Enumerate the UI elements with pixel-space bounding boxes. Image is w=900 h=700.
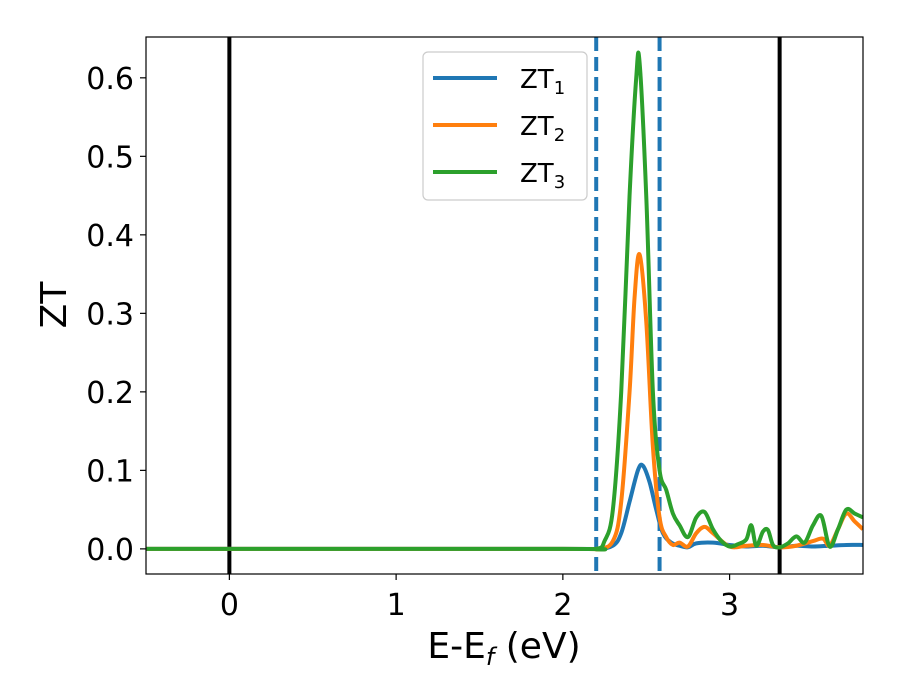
series-lines xyxy=(146,50,863,552)
y-tick-label: 0.6 xyxy=(86,62,134,97)
y-axis-title: ZT xyxy=(34,281,75,329)
x-tick-label: 3 xyxy=(720,588,739,623)
plot-frame xyxy=(145,36,864,575)
y-tick-label: 0.0 xyxy=(86,533,134,568)
legend: ZT1 ZT2 ZT3 xyxy=(422,51,588,201)
x-tick-label: 0 xyxy=(220,588,239,623)
y-tick-label: 0.4 xyxy=(86,219,134,254)
legend-label-zt2: ZT2 xyxy=(520,112,565,146)
reference-lines xyxy=(227,37,782,574)
y-tick-label: 0.2 xyxy=(86,376,134,411)
x-tick-label: 2 xyxy=(553,588,572,623)
series-line-zt3 xyxy=(146,50,863,552)
y-axis: 0.0 0.1 0.2 0.3 0.4 0.5 0.6 xyxy=(86,62,146,568)
legend-box xyxy=(422,51,588,201)
y-tick-label: 0.1 xyxy=(86,454,134,489)
series-line-zt2 xyxy=(146,252,863,552)
x-axis-title: E-Ef (eV) xyxy=(427,626,580,671)
legend-label-zt1: ZT1 xyxy=(520,65,565,99)
legend-label-zt3: ZT3 xyxy=(520,159,565,193)
y-tick-label: 0.3 xyxy=(86,297,134,332)
x-axis: 0 1 2 3 xyxy=(220,574,739,623)
x-tick-label: 1 xyxy=(387,588,406,623)
y-tick-label: 0.5 xyxy=(86,140,134,175)
